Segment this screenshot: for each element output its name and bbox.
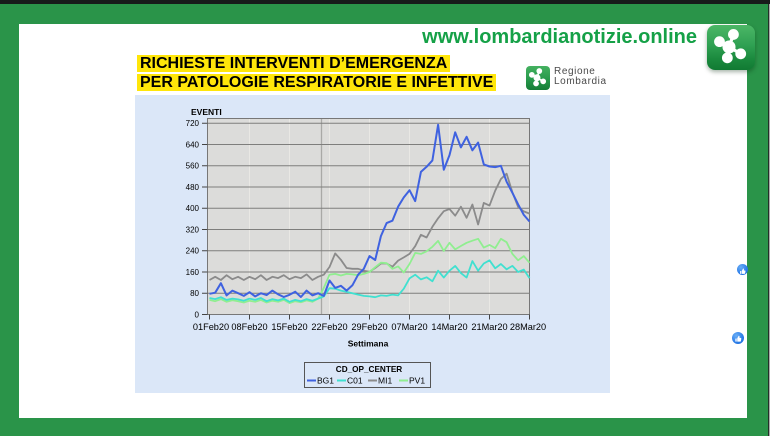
svg-text:21Mar20: 21Mar20 (471, 322, 507, 332)
svg-text:CD_OP_CENTER: CD_OP_CENTER (336, 365, 403, 374)
svg-text:560: 560 (186, 162, 200, 171)
svg-text:28Mar20: 28Mar20 (510, 322, 546, 332)
svg-text:160: 160 (186, 268, 200, 277)
svg-text:400: 400 (186, 204, 200, 213)
svg-text:320: 320 (186, 226, 200, 235)
svg-text:720: 720 (186, 119, 200, 128)
svg-text:Settimana: Settimana (348, 339, 389, 349)
svg-text:BG1: BG1 (317, 376, 334, 386)
svg-text:MI1: MI1 (378, 376, 392, 386)
svg-text:480: 480 (186, 183, 200, 192)
svg-text:80: 80 (190, 289, 199, 298)
svg-text:0: 0 (195, 311, 200, 320)
svg-text:PV1: PV1 (409, 376, 425, 386)
svg-text:29Feb20: 29Feb20 (351, 322, 387, 332)
svg-text:07Mar20: 07Mar20 (391, 322, 427, 332)
svg-text:22Feb20: 22Feb20 (311, 322, 347, 332)
svg-text:01Feb20: 01Feb20 (193, 322, 229, 332)
svg-text:08Feb20: 08Feb20 (231, 322, 267, 332)
svg-text:15Feb20: 15Feb20 (271, 322, 307, 332)
svg-text:EVENTI: EVENTI (191, 107, 222, 117)
svg-text:240: 240 (186, 247, 200, 256)
svg-text:14Mar20: 14Mar20 (431, 322, 467, 332)
svg-text:640: 640 (186, 141, 200, 150)
svg-text:C01: C01 (347, 376, 363, 386)
